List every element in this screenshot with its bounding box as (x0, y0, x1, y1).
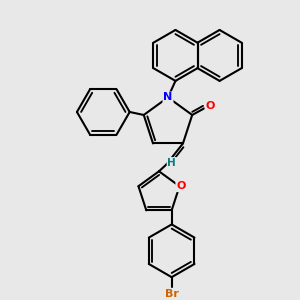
Text: H: H (167, 158, 176, 168)
Text: O: O (176, 181, 186, 191)
Text: O: O (206, 101, 215, 111)
Text: N: N (164, 92, 172, 102)
Text: Br: Br (165, 289, 178, 298)
